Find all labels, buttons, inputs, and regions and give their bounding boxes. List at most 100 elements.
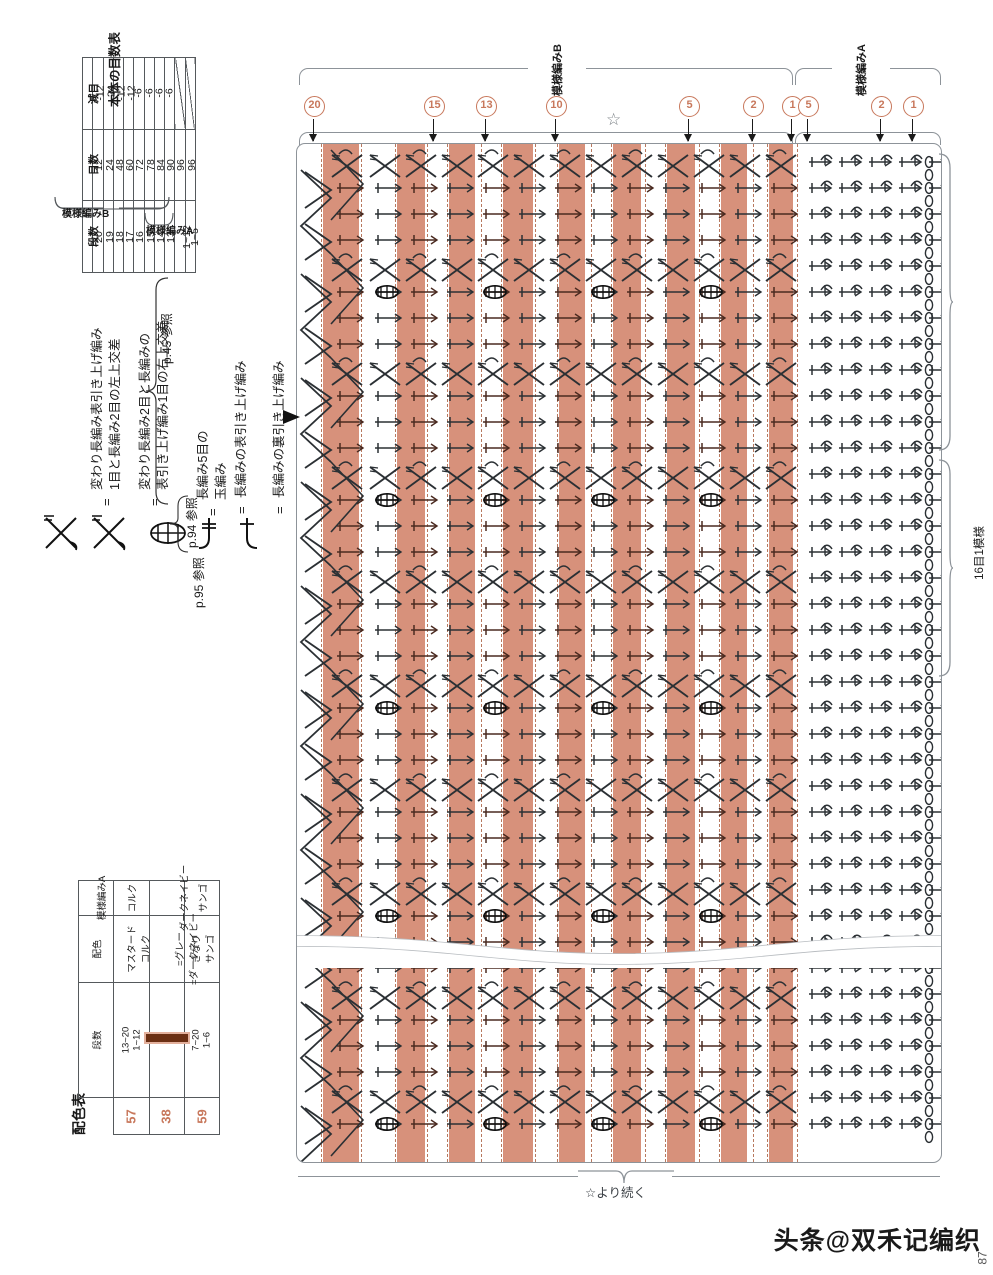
color-table-cell: 38	[148, 1097, 185, 1135]
count-table-group-a-label: 模様編みA	[146, 222, 193, 237]
color-table-row: 段数 13~20 1~12 7~20 1~6	[77, 981, 221, 1099]
color-swatch	[143, 1032, 190, 1045]
count-table-title: 本体の目数表	[76, 32, 151, 107]
color-table-cell	[143, 981, 190, 1099]
count-table-cell: 1~5	[184, 200, 201, 273]
star-marker-text: ☆	[606, 110, 622, 129]
color-table-cell: 配色	[77, 914, 115, 983]
color-table-cell: 57	[113, 1097, 150, 1135]
stripe-guide-line	[797, 144, 798, 1162]
row-number-marker: 13	[476, 96, 497, 117]
color-table-cell: きなり サンゴ	[183, 914, 221, 983]
legend-0-line1: 変わり長編み表引き上げ編み	[90, 327, 104, 490]
count-table-cell: 90	[164, 128, 177, 202]
right-label-start: 編み始め 鎖(96目)作り目し、わにする	[952, 230, 993, 246]
count-table-cell: 60	[123, 128, 136, 202]
back-post-dc-icon	[240, 518, 258, 549]
stitch-symbol-layer	[299, 149, 941, 1162]
page-number-text: 87	[975, 1251, 990, 1265]
star-marker: ☆	[606, 110, 621, 130]
row-marker-arrow	[787, 119, 795, 142]
group-a-text: 模様編みA	[146, 226, 194, 237]
popcorn-5dc-icon	[150, 522, 186, 544]
stripe-guide-line	[767, 144, 768, 1162]
count-table-header: 目数	[81, 128, 100, 202]
color-table-grid: 模様編みA コルク ダークネイビー サンゴ 配色 マスタード コルク =グレー =ダークネイビー…	[77, 865, 221, 1135]
bottom-brace	[578, 1170, 674, 1184]
stitch-count-table: 減目 -12 -24 -12 -12 -6 -6 -6 -6 目数 12 24 48 60 72 78 84 90…	[81, 57, 201, 273]
row-number-marker: 5	[798, 96, 819, 117]
legend-brace-p45	[145, 277, 169, 505]
legend-ref-p95: p.95 参照	[190, 557, 207, 608]
stripe-guide-line	[361, 144, 362, 1162]
legend-brace-p94	[169, 495, 189, 553]
count-table-group-b-label: 模様編みB	[62, 205, 109, 220]
stripe-guide-line	[447, 144, 448, 1162]
row-number-marker: 5	[679, 96, 700, 117]
watermark-main: 头条@双禾记编织	[773, 1227, 981, 1255]
count-table-row: 目数 12 24 48 60 72 78 84 90 96 96	[81, 128, 198, 202]
row-marker-arrow	[551, 119, 559, 142]
count-table-brace-a	[144, 212, 174, 226]
stripe-guide-line	[591, 144, 592, 1162]
stripe-guide-line	[481, 144, 482, 1162]
bottom-divider-right	[672, 1176, 940, 1177]
stripe-guide-line	[535, 144, 536, 1162]
count-table-cell: 96	[174, 128, 187, 202]
legend-2-line1: 長編み5目の	[196, 430, 210, 500]
bracket-chart-top-a	[795, 132, 941, 145]
legend-4-line1: 長編みの裏引き上げ編み	[272, 360, 286, 498]
row-marker-arrow	[803, 119, 811, 142]
right-label-repeat: 16目1模様	[952, 526, 993, 580]
right-brace-start	[938, 153, 954, 451]
variant-dc-raised-cross-right-icon	[92, 515, 126, 551]
bracket-a-text: 模様編みA	[855, 44, 868, 96]
pattern-stripe	[503, 144, 533, 1162]
right-label-repeat-text: 16目1模様	[973, 526, 986, 580]
bottom-label-text: ☆より続く	[585, 1186, 646, 1200]
row-number-marker: 1	[903, 96, 924, 117]
count-table-cell: 96	[184, 128, 198, 202]
color-table-cell: ダークネイビー	[148, 865, 190, 931]
row-number-marker: 2	[871, 96, 892, 117]
color-table-row: 模様編みA コルク ダークネイビー サンゴ	[77, 865, 221, 931]
row-marker-arrow	[684, 119, 692, 142]
legend-3-line1: 長編みの表引き上げ編み	[234, 360, 248, 498]
legend-0-line2: 1目と長編み2目の左上交差	[108, 338, 123, 490]
row-start-marker-arrow	[283, 410, 300, 424]
count-table-cell	[174, 57, 186, 130]
front-post-dc-icon	[198, 518, 216, 549]
color-table-cell: コルク	[113, 880, 150, 916]
row-marker-arrow	[429, 119, 437, 142]
stripe-guide-line	[501, 144, 502, 1162]
stripe-guide-line	[427, 144, 428, 1162]
legend-ref-p45: p.45 参照	[158, 313, 175, 364]
legend-ref-p95-text: p.95 参照	[192, 557, 206, 608]
row-marker-arrow	[481, 119, 489, 142]
color-table-row: 配色 マスタード コルク =グレー =ダークネイビー きなり サンゴ	[77, 913, 221, 985]
watermark: 日毛线编织圈 头条@双禾记编织	[773, 1215, 981, 1257]
bracket-pattern-b-label: 模様編みB	[528, 44, 586, 96]
bottom-divider-left	[298, 1176, 578, 1177]
legend-2-line2: 玉編み	[214, 462, 229, 500]
color-table-cell: =グレー =ダークネイビー	[148, 913, 200, 985]
row-marker-arrow	[876, 119, 884, 142]
crochet-chart	[296, 143, 942, 1163]
color-table-cell: マスタード コルク	[113, 914, 152, 983]
stripe-guide-line	[753, 144, 754, 1162]
stripe-guide-line	[321, 144, 322, 1162]
count-table-cell: 84	[153, 128, 167, 202]
pattern-stripe	[721, 144, 747, 1162]
count-table-cell	[184, 57, 197, 130]
page-number: 87	[975, 1251, 990, 1265]
count-table-cell: 78	[143, 128, 156, 202]
color-table-cell	[79, 1098, 114, 1135]
pattern-stripe	[449, 144, 475, 1162]
count-table-cell: -6	[164, 57, 176, 130]
row-number-marker: 10	[546, 96, 567, 117]
row-number-marker: 15	[424, 96, 445, 117]
color-table-cell: 59	[183, 1097, 221, 1135]
row-number-marker: 2	[743, 96, 764, 117]
count-table-row: 段数 20 19 18 17 16 15 14 13 1~12 1~5	[81, 200, 201, 273]
count-table-title-text: 本体の目数表	[108, 31, 123, 108]
